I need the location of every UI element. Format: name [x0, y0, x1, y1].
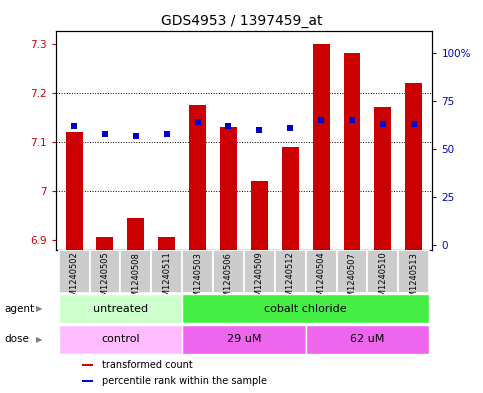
Bar [306, 325, 429, 354]
Text: GSM1240506: GSM1240506 [224, 252, 233, 308]
Bar [82, 364, 93, 366]
Bar [182, 294, 429, 323]
Bar [374, 107, 391, 250]
Text: GSM1240502: GSM1240502 [70, 252, 79, 307]
Bar [220, 127, 237, 250]
Bar [97, 237, 114, 250]
Point [194, 119, 201, 125]
Text: 62 uM: 62 uM [350, 334, 384, 344]
Point [70, 123, 78, 129]
Text: GSM1240504: GSM1240504 [317, 252, 326, 307]
Bar [58, 325, 182, 354]
Point [163, 130, 170, 137]
Bar [182, 325, 306, 354]
Bar [306, 250, 337, 293]
Bar [182, 250, 213, 293]
Point [256, 127, 263, 133]
Text: GSM1240513: GSM1240513 [409, 252, 418, 308]
Bar [82, 380, 93, 382]
Bar [151, 250, 182, 293]
Text: 29 uM: 29 uM [227, 334, 261, 344]
Bar [343, 53, 360, 250]
Bar [120, 250, 151, 293]
Text: agent: agent [5, 304, 35, 314]
Text: GDS4953 / 1397459_at: GDS4953 / 1397459_at [161, 14, 322, 28]
Text: untreated: untreated [93, 304, 148, 314]
Text: dose: dose [5, 334, 30, 344]
Bar [89, 250, 120, 293]
Bar [58, 294, 182, 323]
Text: GSM1240507: GSM1240507 [347, 252, 356, 308]
Bar [405, 83, 422, 250]
Bar [313, 44, 329, 250]
Bar [66, 132, 83, 250]
Bar [368, 250, 398, 293]
Bar [128, 218, 144, 250]
Text: percentile rank within the sample: percentile rank within the sample [101, 376, 267, 386]
Point [348, 117, 356, 123]
Text: GSM1240503: GSM1240503 [193, 252, 202, 308]
Text: GSM1240512: GSM1240512 [286, 252, 295, 307]
Text: GSM1240508: GSM1240508 [131, 252, 141, 308]
Text: control: control [101, 334, 140, 344]
Bar [58, 250, 89, 293]
Text: cobalt chloride: cobalt chloride [264, 304, 347, 314]
Text: transformed count: transformed count [101, 360, 192, 370]
Point [410, 121, 418, 127]
Point [132, 132, 140, 139]
Text: ▶: ▶ [36, 335, 43, 343]
Point [317, 117, 325, 123]
Text: GSM1240505: GSM1240505 [100, 252, 110, 307]
Bar [189, 105, 206, 250]
Bar [275, 250, 306, 293]
Bar [213, 250, 244, 293]
Point [286, 125, 294, 131]
Bar [337, 250, 368, 293]
Bar [398, 250, 429, 293]
Bar [282, 147, 298, 250]
Point [101, 130, 109, 137]
Text: GSM1240509: GSM1240509 [255, 252, 264, 307]
Bar [251, 181, 268, 250]
Text: GSM1240511: GSM1240511 [162, 252, 171, 307]
Point [225, 123, 232, 129]
Text: ▶: ▶ [36, 305, 43, 313]
Point [379, 121, 387, 127]
Bar [244, 250, 275, 293]
Bar [158, 237, 175, 250]
Text: GSM1240510: GSM1240510 [378, 252, 387, 307]
